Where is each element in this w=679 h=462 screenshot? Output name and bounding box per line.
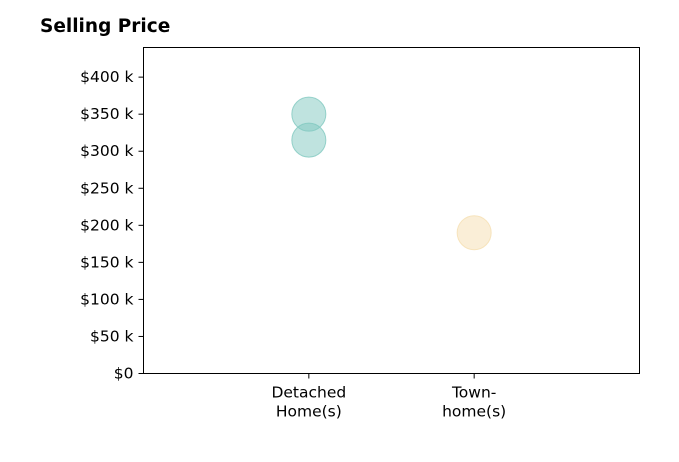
y-tick-label: $200 k bbox=[80, 216, 133, 234]
data-point bbox=[456, 215, 492, 251]
data-points bbox=[291, 96, 492, 251]
x-axis: Detached Home(s) Town-home(s) bbox=[271, 373, 506, 421]
x-tick-label: Detached Home(s) bbox=[271, 384, 346, 421]
y-tick-label: $150 k bbox=[80, 253, 133, 271]
y-tick-label: $400 k bbox=[80, 68, 133, 86]
data-point bbox=[291, 122, 327, 158]
y-axis: $0 $50 k $100 k $150 k $200 k $250 k $300 k $35… bbox=[80, 68, 144, 383]
y-tick-label: $350 k bbox=[80, 105, 133, 123]
x-tick-label-line: home(s) bbox=[442, 403, 506, 421]
x-tick-label-line: Home(s) bbox=[276, 403, 342, 421]
y-tick-label: $300 k bbox=[80, 142, 133, 160]
x-tick-label-line: Detached bbox=[271, 384, 346, 402]
y-tick-label: $250 k bbox=[80, 179, 133, 197]
x-tick-label: Town-home(s) bbox=[442, 384, 506, 421]
y-tick-label: $50 k bbox=[90, 327, 134, 345]
y-tick-label: $100 k bbox=[80, 290, 133, 308]
y-tick-label: $0 bbox=[114, 365, 134, 383]
chart-title: Selling Price bbox=[40, 16, 171, 37]
x-tick-label-line: Town- bbox=[451, 384, 496, 402]
plot-frame bbox=[143, 47, 640, 374]
